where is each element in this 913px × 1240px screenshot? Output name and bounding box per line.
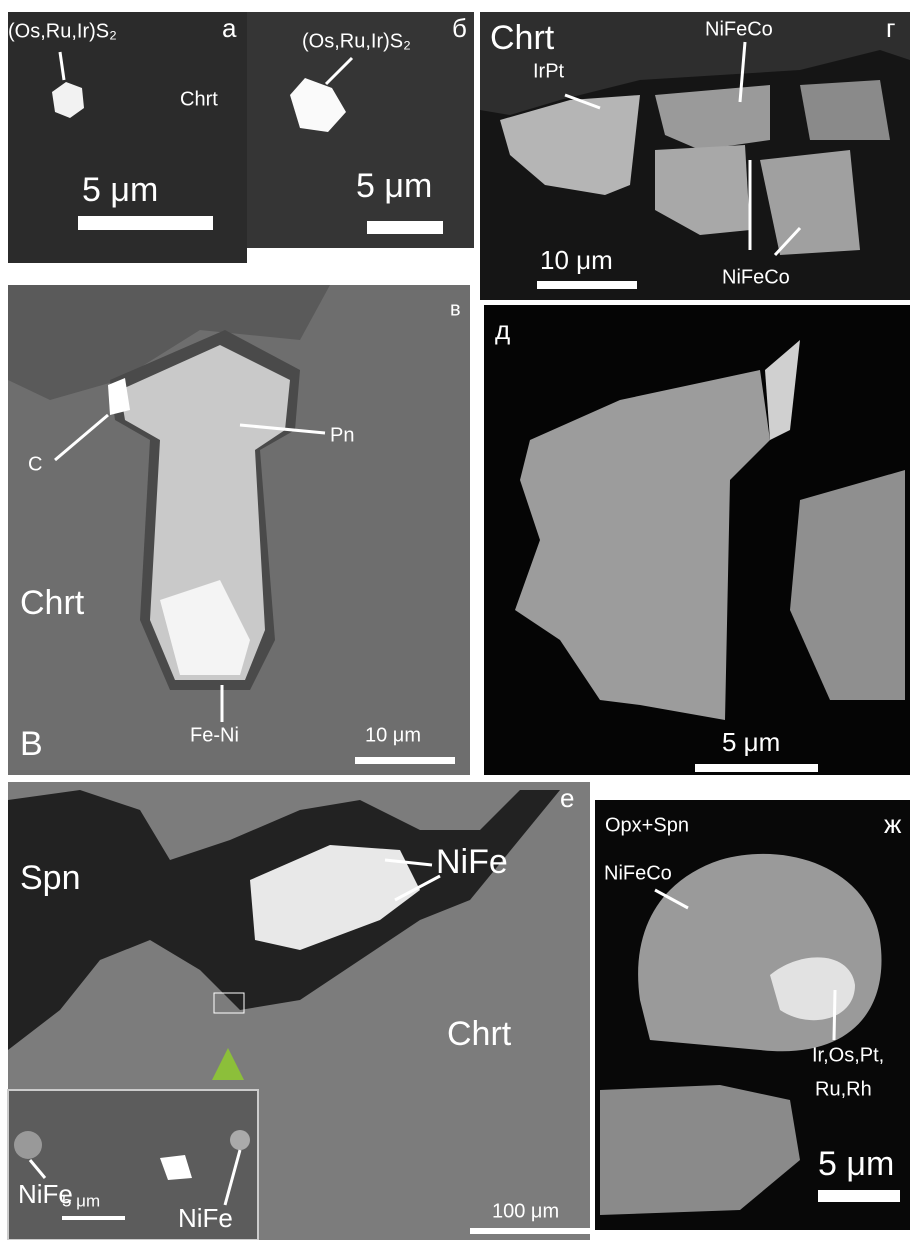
scale-label: 100 μm [492, 1200, 559, 1222]
panel-a: (Os,Ru,Ir)S₂ Chrt а 5 μm [8, 12, 247, 263]
label: NiFeCo [705, 18, 773, 40]
panel-letter: а [222, 13, 237, 43]
panel-g: Chrt NiFeCo IrPt NiFeCo г 10 μm [480, 12, 910, 300]
scale-bar [355, 757, 455, 764]
figure: (Os,Ru,Ir)S₂ Chrt а 5 μm (Os,Ru,Ir)S₂ б … [0, 0, 913, 1240]
scale-label: 5 μm [722, 727, 780, 757]
panel-letter: е [560, 783, 574, 813]
label: C [28, 453, 42, 475]
scale-label: 5 μm [82, 171, 158, 209]
panel-letter: ж [884, 809, 902, 839]
panel-letter: б [452, 13, 467, 43]
label: NiFeCo [722, 266, 790, 288]
panel-v: C Pn Chrt Fe-Ni В в 10 μm [8, 285, 470, 775]
inset: NiFe NiFe 5 μm [8, 1090, 258, 1240]
scale-bar [78, 216, 213, 230]
scale-bar [695, 764, 818, 772]
scale-bar [537, 281, 637, 289]
panel-letter: г [886, 13, 895, 43]
scale-label: 5 μm [62, 1191, 100, 1210]
label: Chrt [180, 88, 218, 110]
grain [14, 1131, 42, 1159]
scale-label: 10 μm [365, 724, 421, 746]
label: (Os,Ru,Ir)S₂ [8, 20, 117, 42]
scale-label: 5 μm [818, 1145, 894, 1183]
label: NiFe [178, 1203, 233, 1233]
label: Fe-Ni [190, 724, 239, 746]
label: Chrt [20, 584, 85, 622]
label: (Os,Ru,Ir)S₂ [302, 30, 411, 52]
label: Pn [330, 424, 354, 446]
scale-bar [367, 221, 443, 234]
panel-b: (Os,Ru,Ir)S₂ б 5 μm [247, 12, 474, 248]
label: IrPt [533, 60, 565, 82]
label: Ru,Rh [815, 1078, 872, 1100]
panel-zh: Opx+Spn NiFeCo Ir,Os,Pt, Ru,Rh ж 5 μm [595, 800, 910, 1230]
scale-bar [470, 1228, 590, 1234]
scale-label: 10 μm [540, 245, 613, 275]
label: Chrt [447, 1015, 512, 1053]
grain [770, 957, 855, 1020]
label: Spn [20, 859, 81, 897]
panel-letter: в [450, 298, 461, 320]
label: NiFeCo [604, 862, 672, 884]
scale-bar [62, 1216, 125, 1220]
label: NiFe [436, 843, 508, 881]
pointer [834, 990, 835, 1040]
scale-bar [818, 1190, 900, 1202]
scale-label: 5 μm [356, 167, 432, 205]
label: Chrt [490, 19, 555, 57]
grain [230, 1130, 250, 1150]
label: В [20, 725, 43, 763]
grain [800, 80, 890, 140]
panel-e: Spn NiFe Chrt е 100 μm NiFe NiFe 5 μm [8, 782, 590, 1240]
panel-letter: д [495, 315, 510, 345]
label: Ir,Os,Pt, [812, 1044, 884, 1066]
panel-d: д 5 μm [484, 305, 910, 775]
label: Opx+Spn [605, 814, 689, 836]
